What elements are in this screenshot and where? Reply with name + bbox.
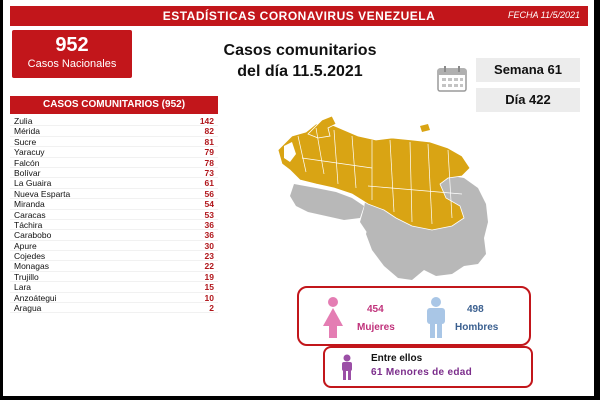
map-region-falcon [307, 115, 337, 139]
table-row: Trujillo 19 [10, 271, 218, 283]
state-name: Caracas [14, 209, 46, 220]
state-name: Miranda [14, 199, 45, 210]
state-cases: 56 [204, 188, 214, 199]
calendar-icon [437, 66, 467, 92]
state-name: Trujillo [14, 271, 39, 282]
state-cases: 81 [204, 136, 214, 147]
table-row: Apure 30 [10, 240, 218, 252]
female-count: 454 [367, 304, 384, 315]
minors-text: Menores de edad [385, 367, 473, 378]
frame-right [594, 0, 600, 400]
state-name: Yaracuy [14, 147, 45, 158]
female-icon [323, 297, 343, 338]
state-name: Monagas [14, 261, 49, 272]
state-cases: 142 [199, 116, 214, 126]
state-name: Táchira [14, 219, 43, 230]
table-row: Miranda 54 [10, 199, 218, 210]
total-cases-number: 952 [55, 34, 89, 56]
state-cases: 10 [204, 292, 214, 303]
state-name: Lara [14, 282, 32, 293]
table-row: Aragua 2 [10, 303, 218, 314]
table-row: Sucre 81 [10, 136, 218, 148]
map-region-zulia-lake [284, 142, 296, 162]
state-cases: 22 [204, 261, 214, 272]
state-cases: 2 [209, 303, 214, 314]
male-icon [427, 297, 445, 338]
state-name: Nueva Esparta [14, 188, 71, 199]
cases-table: Zulia 142 Mérida 82 Sucre 81 Yaracuy 79 Falcón 78… [10, 116, 218, 314]
frame-left [0, 0, 3, 400]
minors-line: 61 Menores de edad [371, 367, 472, 378]
state-cases: 15 [204, 282, 214, 293]
table-row: Caracas 53 [10, 210, 218, 220]
venezuela-map [277, 115, 488, 280]
state-cases: 73 [204, 167, 214, 178]
state-cases: 54 [204, 199, 214, 210]
state-cases: 79 [204, 147, 214, 158]
state-name: Falcón [14, 157, 40, 168]
frame-bottom [0, 396, 600, 400]
table-row: Zulia 142 [10, 116, 218, 127]
state-cases: 19 [204, 271, 214, 282]
state-name: Zulia [14, 116, 33, 126]
table-row: Táchira 36 [10, 219, 218, 231]
total-cases-box: 952 Casos Nacionales [12, 30, 132, 78]
state-name: Carabobo [14, 230, 52, 241]
state-name: Mérida [14, 126, 40, 137]
heading-line-1: Casos comunitarios [223, 42, 377, 59]
state-name: La Guaira [14, 178, 52, 189]
male-count: 498 [467, 304, 484, 315]
state-name: Sucre [14, 136, 37, 147]
state-cases: 78 [204, 157, 214, 168]
minors-count: 61 [371, 367, 383, 378]
state-name: Aragua [14, 303, 42, 314]
table-row: Carabobo 36 [10, 230, 218, 241]
child-icon [342, 354, 352, 380]
minors-panel: Entre ellos 61 Menores de edad [323, 346, 533, 388]
header-title: ESTADÍSTICAS CORONAVIRUS VENEZUELA [162, 9, 436, 23]
table-row: Bolívar 73 [10, 167, 218, 179]
minors-label: Entre ellos [371, 353, 423, 364]
map-region-amazonas [366, 218, 424, 280]
map-region-apure [290, 184, 364, 220]
map-region-nueva-esparta [420, 124, 430, 132]
cases-table-title: CASOS COMUNITARIOS (952) [10, 96, 218, 114]
table-row: Yaracuy 79 [10, 147, 218, 158]
table-row: Falcón 78 [10, 158, 218, 168]
table-row: Mérida 82 [10, 126, 218, 137]
state-cases: 30 [204, 240, 214, 251]
state-name: Apure [14, 240, 37, 251]
state-name: Cojedes [14, 251, 46, 262]
gender-panel: 454 Mujeres 498 Hombres [297, 286, 531, 346]
state-cases: 61 [204, 178, 214, 189]
heading-line-2: del día 11.5.2021 [237, 63, 363, 80]
table-row: Nueva Esparta 56 [10, 188, 218, 200]
week-badge: Semana 61 [476, 58, 580, 82]
state-cases: 23 [204, 251, 214, 262]
table-row: La Guaira 61 [10, 178, 218, 189]
male-label: Hombres [455, 322, 499, 333]
table-row: Monagas 22 [10, 261, 218, 272]
state-cases: 36 [204, 230, 214, 241]
table-row: Cojedes 23 [10, 251, 218, 262]
state-cases: 82 [204, 126, 214, 137]
state-cases: 36 [204, 219, 214, 230]
state-name: Anzoátegui [14, 292, 57, 303]
header-bar: ESTADÍSTICAS CORONAVIRUS VENEZUELA FECHA… [10, 6, 588, 26]
state-name: Bolívar [14, 167, 41, 178]
header-date: FECHA 11/5/2021 [507, 10, 580, 20]
female-label: Mujeres [357, 322, 395, 333]
state-cases: 53 [204, 209, 214, 220]
total-cases-label: Casos Nacionales [27, 58, 117, 70]
table-row: Lara 15 [10, 282, 218, 293]
day-badge: Día 422 [476, 88, 580, 112]
table-row: Anzoátegui 10 [10, 292, 218, 304]
map-region-affected [277, 123, 471, 231]
page-heading: Casos comunitarios del día 11.5.2021 [200, 40, 400, 82]
